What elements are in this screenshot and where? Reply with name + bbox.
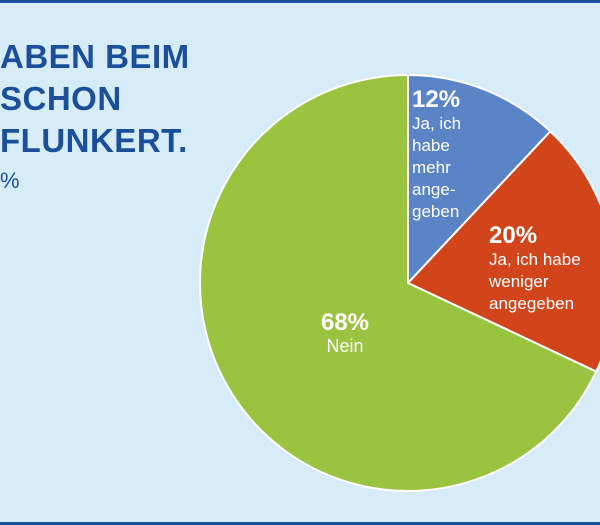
title-note: % [0, 168, 20, 193]
title-line-3: FLUNKERT. [0, 122, 188, 159]
title-line-1: ABEN BEIM [0, 38, 190, 75]
pie-slice-2 [407, 130, 600, 373]
slice-label-1-line-4: ange- [412, 180, 455, 199]
slice-label-2-line-2: weniger [488, 272, 549, 291]
slice-percent-label-1: 12% [412, 86, 460, 113]
top-border [0, 0, 600, 3]
bottom-border [0, 522, 600, 525]
title-line-2: SCHON [0, 80, 122, 117]
slice-label-3-line-1: Nein [326, 336, 363, 356]
slice-label-1-line-1: Ja, ich [412, 114, 461, 133]
slice-label-1-line-5: geben [412, 202, 459, 221]
pie-slice-1 [407, 74, 552, 284]
slice-percent-label-3: 68% [321, 309, 369, 336]
slice-label-1-line-2: habe [412, 136, 450, 155]
slice-label-2-line-3: angegeben [489, 294, 574, 313]
slice-label-1-line-3: mehr [412, 158, 451, 177]
slice-label-2-line-1: Ja, ich habe [489, 250, 581, 269]
slice-percent-label-2: 20% [489, 222, 537, 249]
chart-title: ABEN BEIM SCHON FLUNKERT. [0, 36, 230, 162]
pie-slice-3 [199, 74, 598, 492]
